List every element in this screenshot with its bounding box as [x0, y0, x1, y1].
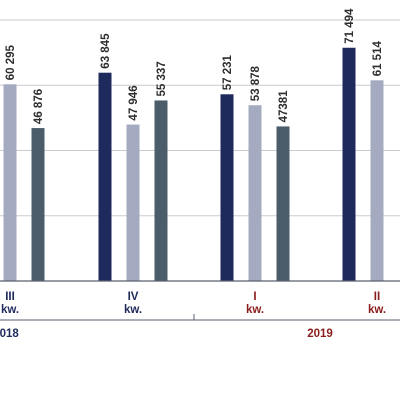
bar-s1-c3: [370, 80, 384, 281]
data-label-s1-c0: 60 295: [5, 45, 17, 81]
bar-s2-c1: [154, 100, 168, 281]
bar-s2-c2: [276, 126, 290, 281]
tick-label-kw-1: kw.: [124, 304, 142, 316]
tick-label-kw-3: kw.: [368, 304, 386, 316]
data-label-s1-c2: 53 878: [250, 65, 262, 101]
data-label-s2-c1: 55 337: [156, 61, 168, 96]
year-label-2018: 2018: [0, 328, 19, 340]
tick-label-quarter-3: II: [374, 291, 380, 303]
bar-s2-c0: [31, 128, 45, 281]
bar-s1-c0: [3, 84, 17, 281]
data-label-s2-c0: 46 876: [33, 89, 45, 124]
data-label-s1-c3: 61 514: [372, 41, 384, 77]
tick-label-kw-2: kw.: [246, 304, 264, 316]
tick-label-kw-0: kw.: [1, 304, 19, 316]
bar-s1-c2: [248, 105, 262, 281]
year-label-2019: 2019: [307, 328, 333, 340]
data-label-s1-c1: 47 946: [128, 85, 140, 120]
data-label-s2-c2: 47381: [278, 90, 290, 123]
tick-label-quarter-0: III: [5, 291, 15, 303]
bar-s0-c3: [342, 47, 356, 281]
data-label-s0-c3: 71 494: [344, 8, 356, 44]
bar-s1-c1: [126, 124, 140, 281]
data-label-s0-c1: 63 845: [100, 33, 112, 69]
data-label-s0-c2: 57 231: [222, 55, 234, 91]
bar-s0-c1: [98, 72, 112, 281]
tick-label-quarter-1: IV: [128, 291, 139, 303]
tick-label-quarter-2: I: [253, 291, 256, 303]
bar-s0-c2: [220, 94, 234, 281]
